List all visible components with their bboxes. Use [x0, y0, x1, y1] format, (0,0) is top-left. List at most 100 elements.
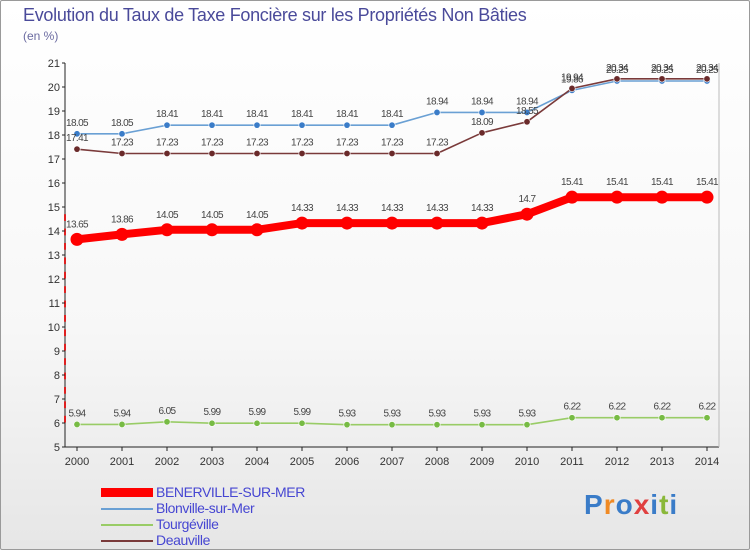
data-point	[478, 108, 486, 116]
chart-title: Evolution du Taux de Taxe Foncière sur l…	[23, 5, 527, 25]
data-point	[73, 145, 81, 153]
data-point	[655, 190, 669, 204]
data-label: 6.22	[563, 402, 581, 413]
data-point	[70, 232, 84, 246]
data-point	[658, 75, 666, 83]
data-point	[73, 420, 81, 428]
data-label: 14.33	[291, 203, 314, 214]
data-point	[250, 223, 264, 237]
data-label: 20.25	[606, 65, 629, 76]
data-point	[388, 121, 396, 129]
data-label: 17.41	[66, 133, 89, 144]
data-point	[115, 227, 129, 241]
data-label: 5.94	[68, 408, 86, 419]
y-tick-label: 14	[48, 226, 60, 238]
data-label: 18.41	[336, 109, 359, 120]
data-point	[523, 421, 531, 429]
data-point	[388, 149, 396, 157]
data-point	[610, 190, 624, 204]
legend-label: Blonville-sur-Mer	[156, 500, 255, 516]
y-tick-label: 9	[54, 346, 60, 358]
data-label: 5.99	[248, 407, 266, 418]
data-label: 15.41	[606, 177, 629, 188]
logo-letter: i	[669, 489, 679, 520]
data-label: 17.23	[291, 137, 314, 148]
legend-label: Deauville	[156, 532, 210, 548]
data-label: 17.23	[156, 137, 179, 148]
data-label: 15.41	[561, 177, 584, 188]
data-label: 18.05	[111, 118, 134, 129]
data-point	[475, 216, 489, 230]
data-point	[703, 414, 711, 422]
y-tick-label: 16	[48, 178, 60, 190]
data-point	[523, 108, 531, 116]
data-point	[565, 190, 579, 204]
data-label: 18.94	[516, 96, 539, 107]
y-tick-label: 18	[48, 130, 60, 142]
y-tick-label: 6	[54, 418, 60, 430]
y-tick-label: 7	[54, 394, 60, 406]
data-point	[205, 223, 219, 237]
data-label: 6.22	[698, 402, 716, 413]
legend-label: BENERVILLE-SUR-MER	[156, 484, 305, 500]
data-point	[298, 419, 306, 427]
y-tick-label: 8	[54, 370, 60, 382]
data-label: 19.94	[561, 72, 584, 83]
data-label: 20.34	[606, 63, 629, 74]
data-label: 5.93	[473, 409, 491, 420]
data-label: 20.34	[696, 63, 719, 74]
logo-letter: P	[584, 489, 604, 520]
y-tick-label: 20	[48, 82, 60, 94]
data-point	[613, 414, 621, 422]
data-label: 18.94	[426, 96, 449, 107]
data-point	[523, 118, 531, 126]
data-label: 20.25	[696, 65, 719, 76]
data-label: 5.99	[203, 407, 221, 418]
data-label: 15.41	[696, 177, 719, 188]
x-tick-label: 2014	[695, 456, 719, 468]
y-tick-label: 5	[54, 442, 60, 454]
data-label: 14.05	[201, 210, 224, 221]
data-label: 14.05	[156, 210, 179, 221]
data-label: 18.94	[471, 96, 494, 107]
data-label: 6.22	[608, 402, 626, 413]
legend-swatch	[101, 488, 153, 497]
data-point	[478, 129, 486, 137]
y-tick-label: 19	[48, 106, 60, 118]
data-label: 13.65	[66, 219, 89, 230]
data-label: 18.41	[246, 109, 269, 120]
data-label: 17.23	[336, 137, 359, 148]
x-tick-label: 2013	[650, 456, 674, 468]
legend-label: Tourgéville	[156, 516, 219, 532]
data-label: 5.94	[113, 408, 131, 419]
x-tick-label: 2002	[155, 456, 179, 468]
logo-letter: r	[603, 489, 616, 520]
x-tick-label: 2005	[290, 456, 314, 468]
data-point	[298, 121, 306, 129]
data-label: 18.05	[66, 118, 89, 129]
data-point	[208, 419, 216, 427]
x-tick-label: 2008	[425, 456, 449, 468]
y-tick-label: 11	[49, 298, 60, 310]
data-label: 17.23	[381, 137, 404, 148]
data-point	[118, 149, 126, 157]
data-point	[520, 207, 534, 221]
data-label: 5.93	[383, 409, 401, 420]
data-label: 14.33	[471, 203, 494, 214]
data-label: 5.93	[338, 409, 356, 420]
data-point	[478, 421, 486, 429]
chart-axes: 21 20 19 18 17 16 15 14 13 12 11 10 9 8 7 6 5 2000 2001 200…	[48, 58, 720, 468]
logo-letter: x	[633, 489, 651, 520]
legend-swatch	[101, 540, 153, 542]
y-tick-label: 10	[48, 322, 60, 334]
data-label: 17.23	[111, 137, 134, 148]
data-point	[343, 421, 351, 429]
data-point	[658, 414, 666, 422]
data-point	[208, 149, 216, 157]
data-point	[568, 84, 576, 92]
data-label: 5.93	[428, 409, 446, 420]
x-tick-label: 2009	[470, 456, 494, 468]
logo-letter: t	[659, 489, 670, 520]
logo-letter: o	[615, 489, 634, 520]
data-point	[700, 190, 714, 204]
